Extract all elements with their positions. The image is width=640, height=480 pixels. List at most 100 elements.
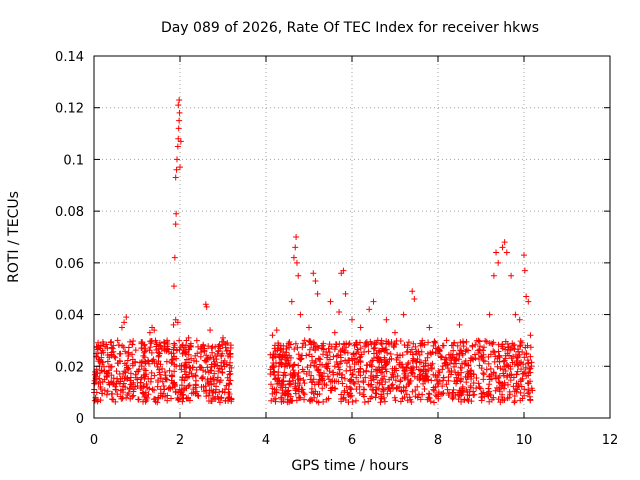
data-point [204, 356, 211, 363]
data-point [453, 380, 460, 387]
data-point [209, 343, 216, 350]
data-point [327, 298, 334, 305]
data-point [218, 394, 225, 401]
data-point [357, 345, 364, 352]
y-tick-label: 0.02 [55, 360, 84, 375]
data-point [272, 376, 279, 383]
data-point [95, 358, 102, 365]
data-point [458, 398, 465, 405]
y-tick-label: 0.04 [55, 309, 84, 324]
data-point [224, 347, 231, 354]
chart-title: Day 089 of 2026, Rate Of TEC Index for r… [161, 20, 539, 36]
data-point [372, 394, 379, 401]
data-point [473, 385, 480, 392]
data-point [178, 376, 185, 383]
data-point [476, 356, 483, 363]
data-point [280, 398, 287, 405]
data-point [209, 374, 216, 381]
data-point [99, 339, 106, 346]
data-point [383, 368, 390, 375]
data-point [314, 391, 321, 398]
data-point [272, 348, 279, 355]
data-point [203, 352, 210, 359]
data-point [505, 363, 512, 370]
data-point [129, 360, 136, 367]
y-tick-label: 0.06 [55, 257, 84, 272]
data-point [494, 363, 501, 370]
data-point [93, 354, 100, 361]
data-point [363, 341, 370, 348]
data-point [353, 339, 360, 346]
data-point [168, 395, 175, 402]
data-point [344, 389, 351, 396]
data-point [316, 361, 323, 368]
x-tick-label: 2 [176, 433, 184, 448]
data-point [409, 370, 416, 377]
data-point [222, 397, 229, 404]
data-point [476, 362, 483, 369]
data-point [277, 384, 284, 391]
x-tick-label: 6 [348, 433, 356, 448]
data-point [278, 394, 285, 401]
data-point [495, 374, 502, 381]
data-point [179, 342, 186, 349]
data-point [379, 366, 386, 373]
data-point [366, 361, 373, 368]
data-point [109, 345, 116, 352]
data-point [403, 348, 410, 355]
data-point [123, 362, 130, 369]
data-point [173, 166, 180, 173]
data-point [462, 348, 469, 355]
data-point [513, 388, 520, 395]
data-point [338, 398, 345, 405]
data-point [193, 366, 200, 373]
data-point [428, 365, 435, 372]
data-point [215, 368, 222, 375]
data-point [527, 378, 534, 385]
data-point [512, 386, 519, 393]
data-point [308, 385, 315, 392]
data-point [223, 382, 230, 389]
data-point [289, 397, 296, 404]
data-point [523, 293, 530, 300]
data-point [417, 396, 424, 403]
data-point [149, 386, 156, 393]
data-point [435, 390, 442, 397]
data-point [212, 389, 219, 396]
data-point [502, 352, 509, 359]
data-point [219, 350, 226, 357]
data-point [484, 391, 491, 398]
data-point [331, 346, 338, 353]
data-point [151, 387, 158, 394]
data-point [463, 379, 470, 386]
data-point [405, 373, 412, 380]
data-point [199, 375, 206, 382]
data-point [443, 381, 450, 388]
data-point [516, 343, 523, 350]
data-point [455, 356, 462, 363]
data-point [292, 390, 299, 397]
data-point [422, 376, 429, 383]
data-point [475, 337, 482, 344]
data-point [223, 348, 230, 355]
data-point [170, 321, 177, 328]
data-point [164, 343, 171, 350]
data-point [159, 378, 166, 385]
data-point [306, 324, 312, 331]
data-point [117, 350, 124, 357]
data-point [351, 361, 358, 368]
data-point [520, 361, 527, 368]
data-point [91, 397, 98, 404]
data-point [444, 361, 451, 368]
data-point [327, 385, 334, 392]
data-point [142, 345, 149, 352]
data-point [141, 348, 148, 355]
data-point [212, 396, 219, 403]
data-point [400, 311, 407, 318]
data-point [450, 386, 457, 393]
data-point [138, 345, 145, 352]
data-point [513, 357, 520, 364]
data-point [504, 340, 511, 347]
data-point [491, 349, 498, 356]
data-point [357, 372, 364, 379]
